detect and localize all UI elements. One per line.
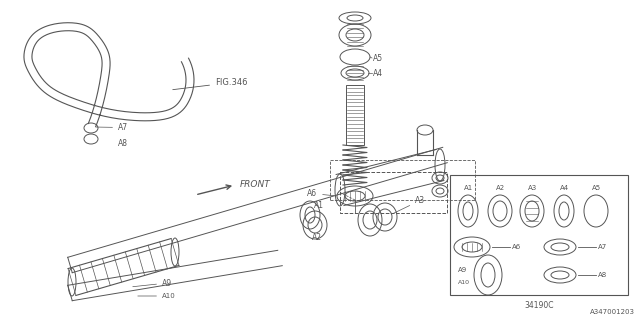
- Text: A2: A2: [312, 233, 322, 242]
- Text: FIG.346: FIG.346: [173, 78, 248, 90]
- Text: A7: A7: [598, 244, 607, 250]
- Text: A3: A3: [528, 185, 537, 191]
- Text: A5: A5: [592, 185, 601, 191]
- Text: A10: A10: [138, 293, 176, 299]
- Text: A9: A9: [458, 267, 467, 273]
- Text: A10: A10: [458, 279, 470, 284]
- Text: A8: A8: [118, 139, 128, 148]
- Text: A6: A6: [512, 244, 521, 250]
- Text: A5: A5: [373, 53, 383, 62]
- Text: A2: A2: [496, 185, 505, 191]
- Text: A1: A1: [314, 201, 324, 210]
- Bar: [450, 175, 628, 295]
- Text: A9: A9: [132, 278, 172, 287]
- Text: A1: A1: [464, 185, 473, 191]
- Text: 34190C: 34190C: [524, 300, 554, 309]
- Text: A6: A6: [307, 189, 334, 198]
- Text: FRONT: FRONT: [240, 180, 271, 188]
- Text: A4: A4: [560, 185, 569, 191]
- Text: A4: A4: [373, 68, 383, 77]
- Text: A8: A8: [598, 272, 607, 278]
- Text: A347001203: A347001203: [590, 309, 635, 315]
- Bar: [346, 85, 364, 145]
- Text: A7: A7: [96, 123, 128, 132]
- Text: A3: A3: [392, 196, 425, 214]
